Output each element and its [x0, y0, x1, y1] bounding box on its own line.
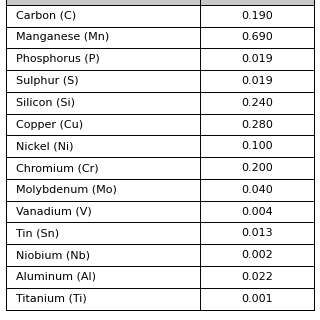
- Text: 0.004: 0.004: [241, 207, 273, 217]
- Text: 0.190: 0.190: [241, 11, 273, 21]
- Text: Titanium (Ti): Titanium (Ti): [16, 294, 87, 304]
- Text: 0.280: 0.280: [241, 119, 273, 130]
- Text: 0.019: 0.019: [241, 54, 273, 64]
- Bar: [6, 70, 314, 92]
- Bar: [6, 179, 314, 201]
- Text: 0.040: 0.040: [241, 185, 273, 195]
- Text: 0.690: 0.690: [241, 32, 273, 43]
- Text: Aluminum (Al): Aluminum (Al): [16, 272, 96, 282]
- Bar: [6, 201, 314, 222]
- Text: Vanadium (V): Vanadium (V): [16, 207, 92, 217]
- Text: 0.002: 0.002: [241, 250, 273, 260]
- Bar: [6, 288, 314, 309]
- Bar: [6, 92, 314, 114]
- Text: Nickel (Ni): Nickel (Ni): [16, 141, 74, 151]
- Bar: [6, 157, 314, 179]
- Text: 0.240: 0.240: [241, 98, 273, 108]
- Text: Manganese (Mn): Manganese (Mn): [16, 32, 109, 43]
- Text: Chromium (Cr): Chromium (Cr): [16, 163, 99, 173]
- Text: 0.019: 0.019: [241, 76, 273, 86]
- Text: Niobium (Nb): Niobium (Nb): [16, 250, 90, 260]
- Text: Tin (Sn): Tin (Sn): [16, 228, 59, 238]
- Bar: [6, 48, 314, 70]
- Text: Silicon (Si): Silicon (Si): [16, 98, 75, 108]
- Bar: [6, 114, 314, 135]
- Text: 0.013: 0.013: [241, 228, 273, 238]
- Text: 0.001: 0.001: [241, 294, 273, 304]
- Bar: [6, 27, 314, 48]
- Text: Copper (Cu): Copper (Cu): [16, 119, 83, 130]
- Bar: [6, 222, 314, 244]
- Text: Phosphorus (P): Phosphorus (P): [16, 54, 100, 64]
- Text: Sulphur (S): Sulphur (S): [16, 76, 79, 86]
- Text: 0.022: 0.022: [241, 272, 273, 282]
- Text: Carbon (C): Carbon (C): [16, 11, 76, 21]
- Text: 0.200: 0.200: [241, 163, 273, 173]
- Bar: [6, 266, 314, 288]
- Text: 0.100: 0.100: [241, 141, 273, 151]
- Bar: [6, 135, 314, 157]
- Bar: [6, 0, 314, 5]
- Text: Molybdenum (Mo): Molybdenum (Mo): [16, 185, 117, 195]
- Bar: [6, 244, 314, 266]
- Bar: [6, 5, 314, 27]
